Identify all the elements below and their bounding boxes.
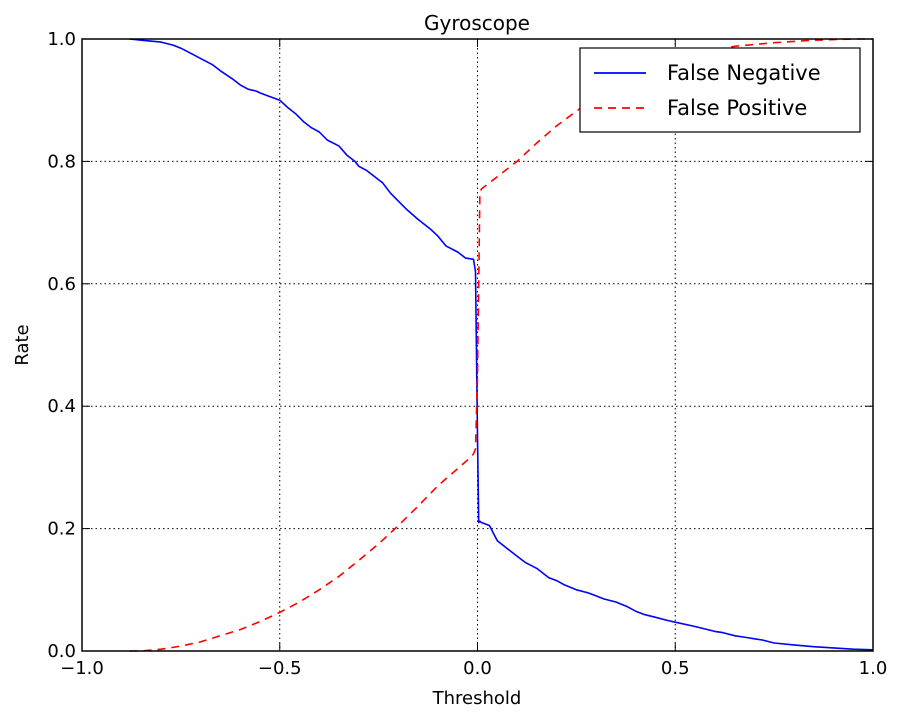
series-line-false-positive [129, 38, 873, 652]
legend-box [579, 47, 861, 133]
y-tick-label: 0.0 [47, 641, 76, 662]
y-tick-label: 1.0 [47, 29, 76, 50]
x-tick-label: 1.0 [859, 658, 888, 679]
grid [82, 39, 873, 651]
x-tick-label: −1.0 [60, 658, 104, 679]
y-tick-label: 0.6 [47, 274, 76, 295]
x-axis-label: Threshold [432, 688, 522, 709]
chart-title: Gyroscope [424, 11, 530, 35]
x-tick-label: −0.5 [258, 658, 302, 679]
legend: False Negative False Positive [579, 47, 861, 133]
x-tick-label: 0.5 [661, 658, 690, 679]
y-tick-label: 0.4 [47, 396, 76, 417]
legend-label-false-negative: False Negative [667, 61, 821, 85]
y-tick-label: 0.2 [47, 519, 76, 540]
series-line-false-negative [129, 38, 874, 651]
x-tick-label: 0.0 [463, 658, 492, 679]
y-tick-label: 0.8 [47, 151, 76, 172]
legend-label-false-positive: False Positive [667, 96, 807, 120]
y-axis-label: Rate [12, 324, 33, 365]
axis-ticks: −1.0 −0.5 0.0 0.5 1.0 0.0 0.2 0.4 0.6 0.8 1.0 [47, 29, 887, 679]
plot-series [129, 38, 874, 652]
